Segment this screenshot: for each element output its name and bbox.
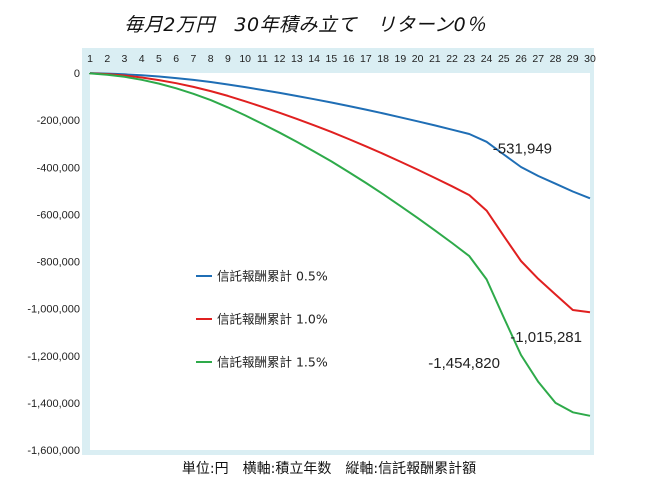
x-tick-label: 30 — [584, 53, 596, 65]
series-line-2 — [89, 72, 591, 314]
legend-label-2: 信託報酬累計 1.0% — [217, 312, 328, 327]
x-tick-label: 28 — [550, 53, 562, 65]
legend-label-1: 信託報酬累計 0.5% — [217, 269, 328, 284]
x-tick-label: 18 — [377, 53, 389, 65]
x-tick-label: 27 — [532, 53, 544, 65]
x-tick-label: 9 — [225, 53, 231, 65]
x-tick-label: 6 — [173, 53, 179, 65]
y-tick-labels: 0 -200,000 -400,000 -600,000 -800,000 -1,000,… — [27, 68, 80, 457]
series-line-1 — [89, 72, 591, 200]
x-tick-label: 16 — [343, 53, 355, 65]
x-tick-label: 8 — [208, 53, 214, 65]
x-tick-labels: 1 2 3 4 5 6 7 8 9 10 11 12 13 14 15 16 17 18 19 20 21 22 23 24 2… — [87, 53, 596, 65]
y-tick-label: -600,000 — [37, 209, 80, 221]
y-tick-label: -200,000 — [37, 115, 80, 127]
x-tick-label: 25 — [498, 53, 510, 65]
x-tick-label: 4 — [139, 53, 145, 65]
y-tick-label: -1,400,000 — [27, 398, 80, 410]
x-tick-label: 17 — [360, 53, 372, 65]
data-label: -1,015,281 — [510, 329, 582, 346]
x-tick-label: 5 — [156, 53, 162, 65]
x-tick-label: 19 — [395, 53, 407, 65]
series-line-3 — [89, 72, 591, 417]
x-tick-label: 23 — [463, 53, 475, 65]
y-tick-label: -1,200,000 — [27, 351, 80, 363]
y-tick-label: -1,000,000 — [27, 304, 80, 316]
plot-area — [90, 73, 590, 450]
x-tick-label: 29 — [567, 53, 579, 65]
legend: 信託報酬累計 0.5% 信託報酬累計 1.0% 信託報酬累計 1.5% — [196, 269, 328, 370]
x-tick-label: 15 — [326, 53, 338, 65]
x-tick-label: 21 — [429, 53, 441, 65]
x-tick-label: 20 — [412, 53, 424, 65]
x-tick-label: 7 — [191, 53, 197, 65]
x-tick-label: 11 — [257, 53, 268, 65]
data-label: -1,454,820 — [428, 355, 500, 372]
series-lines — [89, 72, 591, 417]
y-tick-label: -800,000 — [37, 257, 80, 269]
x-tick-label: 26 — [515, 53, 527, 65]
y-tick-label: 0 — [74, 68, 80, 80]
chart-footer: 単位:円 横軸:積立年数 縦軸:信託報酬累計額 — [181, 461, 477, 477]
x-tick-label: 2 — [104, 53, 110, 65]
x-tick-label: 1 — [87, 53, 93, 65]
x-tick-label: 24 — [481, 53, 493, 65]
x-tick-label: 12 — [274, 53, 286, 65]
x-tick-label: 22 — [446, 53, 458, 65]
y-tick-label: -1,600,000 — [27, 445, 80, 457]
y-tick-label: -400,000 — [37, 162, 80, 174]
data-label: -531,949 — [493, 140, 552, 157]
x-tick-label: 14 — [308, 53, 320, 65]
chart-title: 毎月2万円 30年積み立て リターン0％ — [124, 14, 486, 36]
x-tick-label: 13 — [291, 53, 303, 65]
x-tick-label: 10 — [239, 53, 251, 65]
x-tick-label: 3 — [122, 53, 128, 65]
data-labels: -531,949 -1,015,281 -1,454,820 — [428, 140, 582, 371]
legend-label-3: 信託報酬累計 1.5% — [217, 355, 328, 370]
